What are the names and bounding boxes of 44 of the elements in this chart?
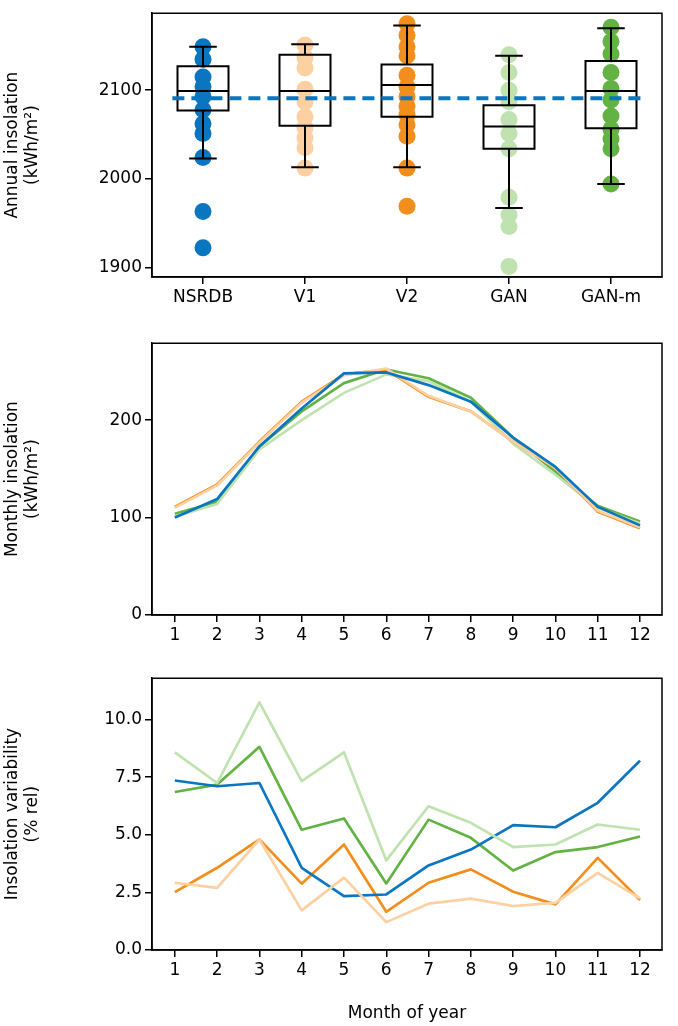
y-tick-label: 0 bbox=[131, 603, 142, 624]
x-tick-label: 12 bbox=[629, 958, 651, 979]
x-tick-label: 2 bbox=[211, 958, 223, 979]
y-tick-label: 200 bbox=[109, 408, 142, 429]
x-tick-label: 5 bbox=[338, 958, 350, 979]
x-tick-label: 7 bbox=[423, 623, 434, 644]
x-tick-label: 1 bbox=[169, 958, 181, 979]
x-tick-label: V2 bbox=[395, 285, 419, 306]
x-axis-title: Month of year bbox=[347, 1002, 467, 1023]
x-tick-label: 8 bbox=[465, 958, 477, 979]
x-tick-label: 9 bbox=[507, 958, 519, 979]
x-tick-label: GAN-m bbox=[580, 285, 642, 306]
x-tick-label: 9 bbox=[507, 623, 519, 644]
x-tick-label: NSRDB bbox=[172, 285, 234, 306]
x-tick-label: 4 bbox=[296, 958, 308, 979]
x-tick-label: 6 bbox=[380, 623, 392, 644]
x-tick-label: 10 bbox=[544, 958, 567, 979]
y-axis-title: Monthly insolation (kWh/m²) bbox=[0, 401, 42, 558]
x-tick-label: 8 bbox=[465, 623, 477, 644]
y-axis-title: Insolation variability (% rel) bbox=[0, 727, 42, 901]
x-tick-label: 7 bbox=[423, 958, 434, 979]
y-tick-label: 1900 bbox=[98, 255, 142, 276]
x-tick-label: 11 bbox=[586, 958, 609, 979]
x-tick-label: V1 bbox=[293, 285, 317, 306]
y-tick-label: 7.5 bbox=[114, 765, 142, 786]
y-tick-label: 5.0 bbox=[114, 823, 142, 844]
y-tick-label: 2100 bbox=[98, 78, 142, 99]
y-tick-label: 10.0 bbox=[104, 708, 142, 729]
x-tick-label: 11 bbox=[586, 623, 609, 644]
x-tick-label: 6 bbox=[380, 958, 392, 979]
y-tick-label: 100 bbox=[109, 506, 142, 526]
x-tick-label: 3 bbox=[254, 623, 265, 644]
x-tick-label: 12 bbox=[629, 623, 651, 644]
y-tick-label: 2000 bbox=[98, 167, 142, 188]
y-tick-label: 0.0 bbox=[114, 938, 142, 959]
x-tick-label: 1 bbox=[169, 623, 181, 644]
x-tick-label: 2 bbox=[211, 623, 223, 644]
x-tick-label: 10 bbox=[544, 623, 567, 644]
x-tick-label: 4 bbox=[296, 623, 308, 644]
x-tick-label: 3 bbox=[254, 958, 265, 979]
x-tick-label: 5 bbox=[338, 623, 350, 644]
y-axis-title: Annual insolation (kWh/m²) bbox=[0, 71, 42, 219]
x-tick-label: GAN bbox=[490, 285, 528, 306]
y-tick-label: 2.5 bbox=[114, 880, 142, 901]
